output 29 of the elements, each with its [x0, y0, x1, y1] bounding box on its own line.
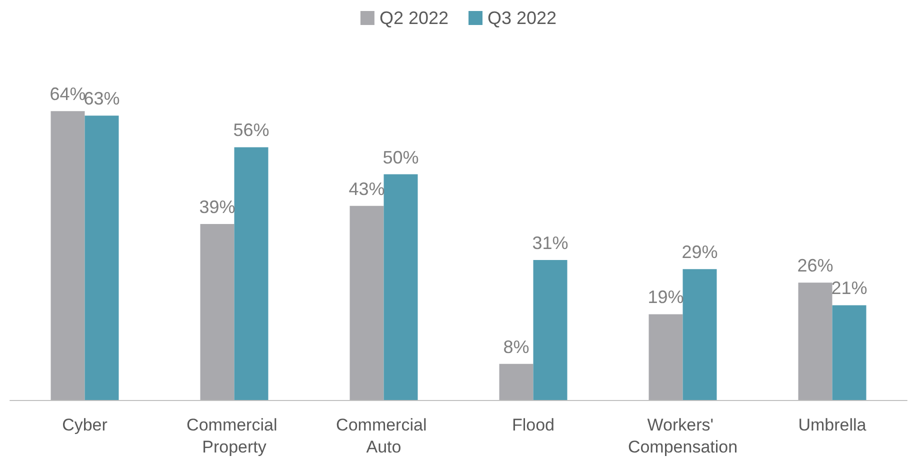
bar — [832, 305, 866, 400]
x-tick-label: Umbrella — [798, 416, 867, 434]
data-label: 50% — [382, 147, 419, 168]
bar — [682, 269, 717, 400]
data-label: 63% — [84, 88, 120, 109]
bar — [234, 147, 268, 400]
x-tick-label: Workers' Compensation — [628, 416, 738, 456]
data-label: 26% — [797, 256, 834, 276]
bar — [798, 282, 832, 400]
bar — [499, 364, 534, 400]
data-label: 21% — [831, 278, 868, 298]
legend-label: Q3 2022 — [488, 8, 557, 28]
bar — [50, 111, 85, 400]
data-label: 8% — [503, 336, 530, 357]
legend-label: Q2 2022 — [379, 8, 449, 28]
data-label: 29% — [682, 242, 718, 262]
x-tick-label: Flood — [512, 416, 555, 434]
bar — [84, 116, 119, 400]
x-tick-label: Commercial Property — [186, 416, 282, 456]
data-label: 56% — [233, 120, 270, 140]
x-tick-label: Cyber — [62, 416, 108, 434]
x-tick-label: Commercial Auto — [336, 416, 432, 456]
data-label: 64% — [50, 84, 86, 104]
bar — [350, 206, 384, 400]
bar — [384, 174, 418, 400]
bar — [533, 260, 568, 400]
bar — [200, 224, 234, 400]
bar — [648, 314, 683, 400]
data-label: 31% — [532, 233, 568, 254]
